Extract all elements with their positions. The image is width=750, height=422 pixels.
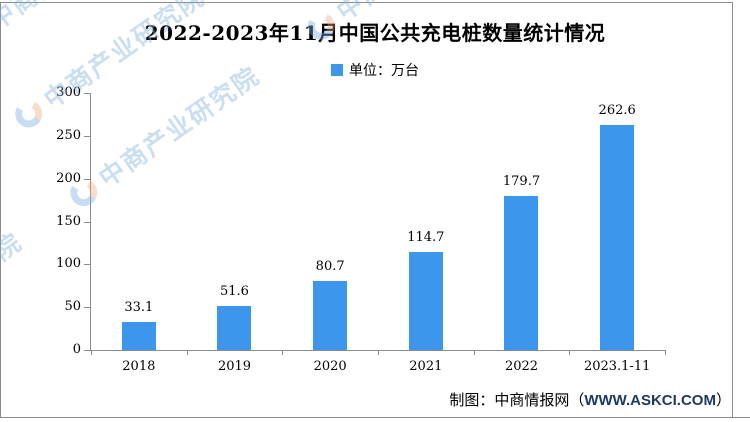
y-axis-tick-mark: [84, 307, 90, 309]
x-axis-tick-mark: [187, 350, 188, 355]
watermark-tile: 中商产业研究院: [0, 224, 28, 380]
plot-area: 0 50 100 150 200 250 300 33.1 2018 51.6 2019 80.7 20…: [56, 86, 666, 374]
x-axis-category-label: 2019: [217, 359, 252, 374]
x-axis-category-label: 2021: [409, 359, 443, 374]
bar-value-label: 80.7: [315, 259, 345, 274]
y-axis-tick-label: 150: [56, 213, 81, 229]
bar: [217, 306, 252, 350]
bar: [408, 252, 443, 350]
y-axis-tick-label: 0: [72, 342, 81, 357]
bar-value-label: 51.6: [220, 284, 249, 299]
y-axis-tick-label: 100: [56, 256, 81, 272]
credit-suffix: ）: [715, 391, 731, 409]
bar: [313, 281, 348, 350]
bar-value-label: 33.1: [124, 300, 154, 315]
legend-label: 单位：万台: [349, 63, 419, 79]
y-axis-tick-label: 250: [56, 127, 81, 143]
x-axis-tick-mark: [665, 350, 666, 355]
bar-value-label: 179.7: [502, 174, 541, 189]
y-axis-tick-mark: [84, 350, 90, 351]
x-axis-tick-mark: [91, 350, 92, 355]
x-axis-category-label: 2018: [122, 359, 156, 374]
bar-column: 114.7 2021: [378, 93, 474, 374]
y-axis-tick-label: 200: [56, 170, 81, 186]
y-axis-tick-mark: [84, 135, 90, 137]
y-axis-tick-mark: [84, 178, 90, 180]
bar: [121, 322, 156, 350]
legend-swatch-icon: [331, 64, 343, 76]
x-axis-tick-mark: [569, 350, 570, 355]
y-axis-tick-mark: [84, 93, 90, 94]
bar: [504, 196, 539, 350]
y-axis-tick-label: 50: [64, 299, 81, 315]
bar: [600, 125, 635, 350]
bar-column: 51.6 2019: [187, 93, 283, 374]
bar-value-label: 114.7: [407, 230, 445, 245]
credit-prefix: 制图：中商情报网（: [449, 391, 585, 409]
brand-logo-icon: [11, 96, 46, 131]
x-axis-tick-mark: [282, 350, 283, 355]
x-axis-category-label: 2023.1-11: [583, 359, 651, 374]
chart-title: 2022-2023年11月中国公共充电桩数量统计情况: [144, 21, 606, 45]
bar-column: 33.1 2018: [91, 93, 187, 374]
x-axis-tick-mark: [378, 350, 379, 355]
bar-column: 179.7 2022: [474, 93, 570, 374]
x-axis-category-label: 2020: [313, 359, 347, 374]
x-axis-tick-mark: [474, 350, 475, 355]
x-axis-category-label: 2022: [504, 359, 539, 374]
y-axis-tick-mark: [84, 264, 90, 266]
bar-column: 80.7 2020: [282, 93, 378, 374]
bottom-border-line: [0, 417, 750, 418]
watermark-text: 中商产业研究院: [0, 227, 28, 360]
credit-site-url: WWW.ASKCI.COM: [584, 392, 716, 409]
credit-line: 制图：中商情报网（WWW.ASKCI.COM）: [0, 389, 731, 410]
bar-column: 262.6 2023.1-11: [569, 93, 665, 374]
chart-legend: 单位：万台: [0, 60, 750, 80]
bar-value-label: 262.6: [598, 103, 636, 118]
y-axis-tick-label: 300: [56, 85, 81, 100]
y-axis-tick-mark: [84, 221, 90, 223]
